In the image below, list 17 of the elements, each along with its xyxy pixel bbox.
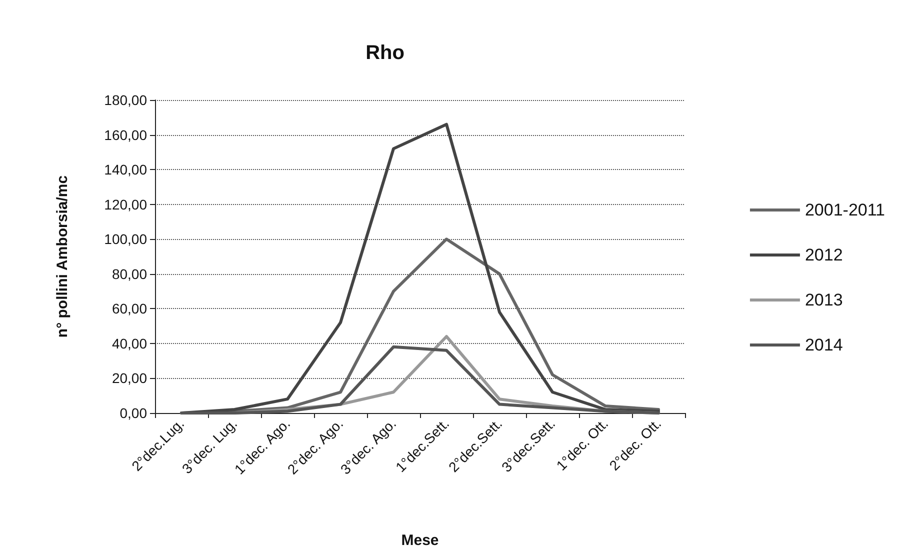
chart-title: Rho — [366, 42, 404, 64]
legend-label: 2013 — [804, 290, 843, 310]
x-axis-title: Mese — [401, 532, 439, 549]
y-tick-label: 180,00 — [104, 92, 148, 108]
y-tick-label: 140,00 — [104, 162, 148, 178]
y-tick-label: 120,00 — [104, 196, 148, 212]
legend-label: 2012 — [804, 246, 843, 264]
y-axis-title: n° pollini Amborsia/mc — [54, 175, 71, 338]
y-tick-label: 80,00 — [112, 266, 148, 282]
legend-label: 2014 — [804, 336, 843, 354]
y-tick-label: 0,00 — [120, 405, 148, 421]
legend-label: 2001-2011 — [804, 200, 886, 220]
y-tick-label: 20,00 — [112, 370, 148, 386]
y-tick-label: 60,00 — [112, 300, 148, 317]
y-tick-label: 160,00 — [104, 126, 148, 143]
y-tick-label: 40,00 — [112, 335, 148, 352]
y-tick-label: 100,00 — [104, 231, 148, 248]
